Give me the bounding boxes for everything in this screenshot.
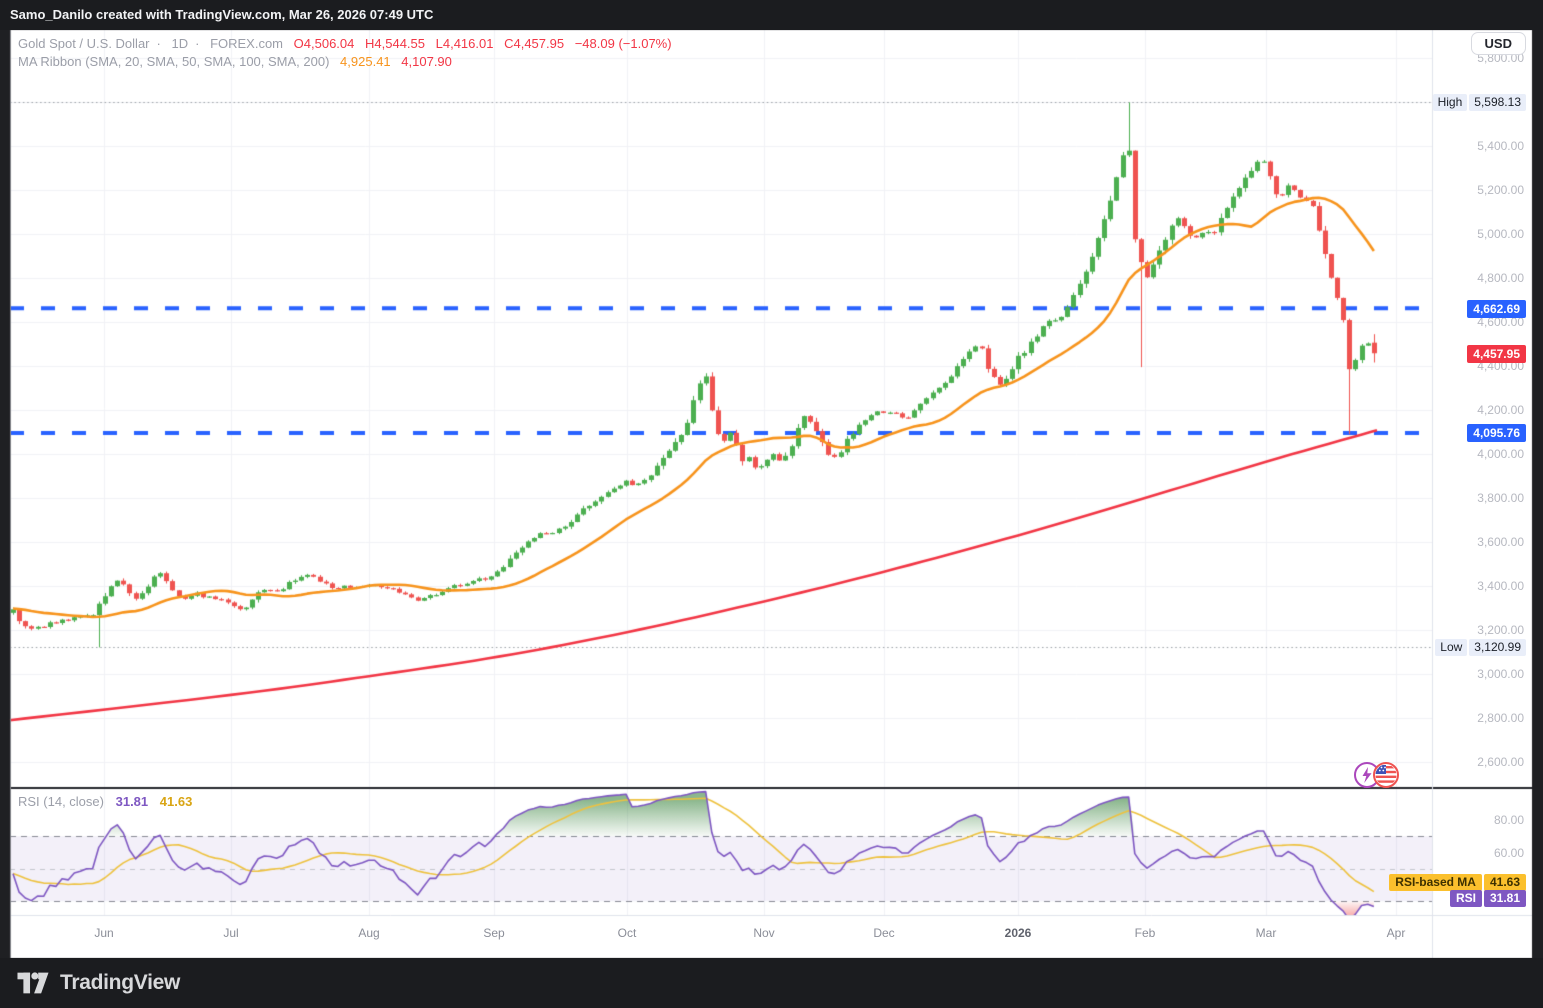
symbol-legend-row[interactable]: Gold Spot / U.S. Dollar · 1D · FOREX.com O… bbox=[18, 35, 679, 53]
currency-button[interactable]: USD bbox=[1470, 32, 1526, 55]
time-tick-label: Apr bbox=[1386, 926, 1406, 940]
symbol-legend[interactable]: Gold Spot / U.S. Dollar · 1D · FOREX.com O… bbox=[18, 35, 679, 71]
support-value: 4,095.76 bbox=[1467, 424, 1526, 442]
price-tick-label: 4,200.00 bbox=[1477, 403, 1524, 417]
legend-separator: · bbox=[156, 36, 161, 51]
time-tick-label: Oct bbox=[617, 926, 637, 940]
rsi-label[interactable]: RSI (14, close) bbox=[18, 794, 104, 809]
price-tick-label: 5,200.00 bbox=[1477, 183, 1524, 197]
symbol-title[interactable]: Gold Spot / U.S. Dollar bbox=[18, 36, 150, 51]
change-value: −48.09 (−1.07%) bbox=[574, 36, 672, 51]
time-tick-label: Sep bbox=[483, 926, 505, 940]
time-tick-label: Jun bbox=[94, 926, 114, 940]
ma-ribbon-legend-row[interactable]: MA Ribbon (SMA, 20, SMA, 50, SMA, 100, S… bbox=[18, 53, 679, 71]
time-tick-label: Mar bbox=[1255, 926, 1277, 940]
rsi-ma-value: 41.63 bbox=[159, 794, 193, 809]
high-value: 5,598.13 bbox=[1469, 94, 1526, 111]
footer-bar: TradingView bbox=[0, 958, 1543, 1008]
tradingview-logo-icon[interactable] bbox=[16, 969, 50, 997]
low-text: Low bbox=[1435, 639, 1468, 656]
rsi-ma-badge-value: 41.63 bbox=[1483, 874, 1526, 891]
rsi-legend[interactable]: RSI (14, close) 31.81 41.63 bbox=[18, 794, 200, 809]
low-value: 3,120.99 bbox=[1469, 639, 1526, 656]
price-tick-label: 5,400.00 bbox=[1477, 139, 1524, 153]
attribution-text: Samo_Danilo created with TradingView.com… bbox=[10, 7, 434, 22]
price-tick-label: 3,400.00 bbox=[1477, 579, 1524, 593]
tradingview-wordmark[interactable]: TradingView bbox=[60, 971, 181, 994]
time-tick-label: Nov bbox=[753, 926, 775, 940]
us-flag-icon[interactable] bbox=[1372, 761, 1400, 789]
time-tick-label: Dec bbox=[873, 926, 895, 940]
rsi-badge: RSI 31.81 bbox=[1449, 890, 1526, 907]
low-price-label: Low 3,120.99 bbox=[1435, 639, 1526, 656]
rsi-ma-badge: RSI-based MA 41.63 bbox=[1389, 874, 1526, 891]
resistance-level-badge: 4,662.69 bbox=[1467, 300, 1526, 318]
legend-separator: · bbox=[195, 36, 200, 51]
rsi-ma-badge-label: RSI-based MA bbox=[1389, 874, 1482, 891]
ohlc-open: O4,506.04 bbox=[293, 36, 355, 51]
sma200-value: 4,107.90 bbox=[401, 54, 452, 69]
price-tick-label: 3,000.00 bbox=[1477, 667, 1524, 681]
exchange-label: FOREX.com bbox=[210, 36, 284, 51]
time-tick-label: Jul bbox=[223, 926, 239, 940]
price-tick-label: 3,200.00 bbox=[1477, 623, 1524, 637]
ma-ribbon-label[interactable]: MA Ribbon (SMA, 20, SMA, 50, SMA, 100, S… bbox=[18, 54, 330, 69]
price-tick-label: 4,600.00 bbox=[1477, 315, 1524, 329]
last-price-value: 4,457.95 bbox=[1467, 345, 1526, 363]
rsi-tick-label: 80.00 bbox=[1493, 813, 1524, 827]
attribution-bar: Samo_Danilo created with TradingView.com… bbox=[0, 0, 1543, 30]
ohlc-high: H4,544.55 bbox=[365, 36, 425, 51]
sma20-value: 4,925.41 bbox=[340, 54, 391, 69]
price-tick-label: 5,000.00 bbox=[1477, 227, 1524, 241]
high-price-label: High 5,598.13 bbox=[1432, 94, 1526, 111]
interval-label[interactable]: 1D bbox=[171, 36, 189, 51]
rsi-badge-value: 31.81 bbox=[1483, 890, 1526, 907]
time-tick-label: 2026 bbox=[1004, 926, 1032, 940]
rsi-value: 31.81 bbox=[115, 794, 149, 809]
rsi-tick-label: 60.00 bbox=[1493, 845, 1524, 860]
price-tick-label: 3,600.00 bbox=[1477, 535, 1524, 549]
last-price-badge: 4,457.95 bbox=[1467, 345, 1526, 363]
ohlc-close: C4,457.95 bbox=[504, 36, 565, 51]
high-text: High bbox=[1432, 94, 1468, 111]
resistance-value: 4,662.69 bbox=[1467, 300, 1526, 318]
price-tick-label: 4,800.00 bbox=[1477, 271, 1524, 285]
price-tick-label: 2,600.00 bbox=[1477, 755, 1524, 769]
time-tick-label: Feb bbox=[1134, 926, 1156, 940]
rsi-badge-label: RSI bbox=[1449, 890, 1482, 907]
price-tick-label: 2,800.00 bbox=[1477, 711, 1524, 725]
price-tick-label: 4,000.00 bbox=[1477, 447, 1524, 461]
price-tick-label: 3,800.00 bbox=[1477, 491, 1524, 505]
ohlc-low: L4,416.01 bbox=[435, 36, 494, 51]
support-level-badge: 4,095.76 bbox=[1467, 424, 1526, 442]
market-status-icons[interactable] bbox=[1353, 761, 1400, 789]
time-tick-label: Aug bbox=[358, 926, 380, 940]
